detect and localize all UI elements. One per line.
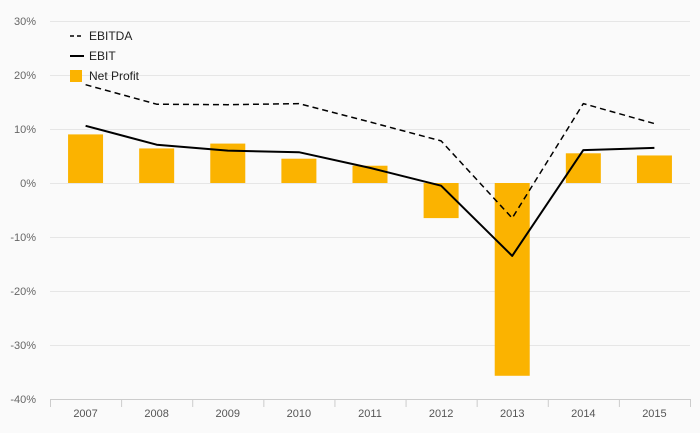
y-tick-label: -10% xyxy=(10,232,36,244)
net-profit-bars xyxy=(68,134,672,376)
bar-net-profit-2008 xyxy=(139,148,175,183)
y-tick-label: -30% xyxy=(10,340,36,352)
x-tick-label: 2015 xyxy=(642,408,666,420)
lines xyxy=(85,83,655,257)
x-tick-label: 2012 xyxy=(429,408,453,420)
bar-net-profit-2007 xyxy=(68,134,104,183)
x-axis: 2007 2008 2009 2010 2011 2012 2013 2014 2015 xyxy=(50,399,691,420)
bar-net-profit-2013 xyxy=(494,183,530,376)
x-tick-label: 2010 xyxy=(287,408,311,420)
x-tick-label: 2014 xyxy=(571,408,595,420)
y-tick-label: 10% xyxy=(14,124,36,136)
y-tick-label: 0% xyxy=(20,178,36,190)
line-ebit xyxy=(85,124,655,257)
bar-net-profit-2015 xyxy=(636,155,672,183)
x-tick-label: 2008 xyxy=(144,408,168,420)
legend-label-net-profit: Net Profit xyxy=(89,69,140,83)
gridlines xyxy=(50,21,690,346)
legend-label-ebit: EBIT xyxy=(89,49,116,63)
x-tick-label: 2009 xyxy=(216,408,240,420)
y-tick-label: 30% xyxy=(14,16,36,28)
legend: EBITDA EBIT Net Profit xyxy=(70,29,140,83)
bar-net-profit-2012 xyxy=(423,183,459,219)
legend-swatch-net-profit xyxy=(70,70,82,82)
bar-net-profit-2010 xyxy=(281,158,317,183)
x-tick-label: 2007 xyxy=(73,408,97,420)
legend-label-ebitda: EBITDA xyxy=(89,29,132,43)
x-tick-label: 2013 xyxy=(500,408,524,420)
y-tick-label: -40% xyxy=(10,394,36,406)
x-tick-label: 2011 xyxy=(358,408,382,420)
y-tick-label: -20% xyxy=(10,286,36,298)
y-axis: 30% 20% 10% 0% -10% -20% -30% -40% xyxy=(10,16,36,406)
y-tick-label: 20% xyxy=(14,70,36,82)
